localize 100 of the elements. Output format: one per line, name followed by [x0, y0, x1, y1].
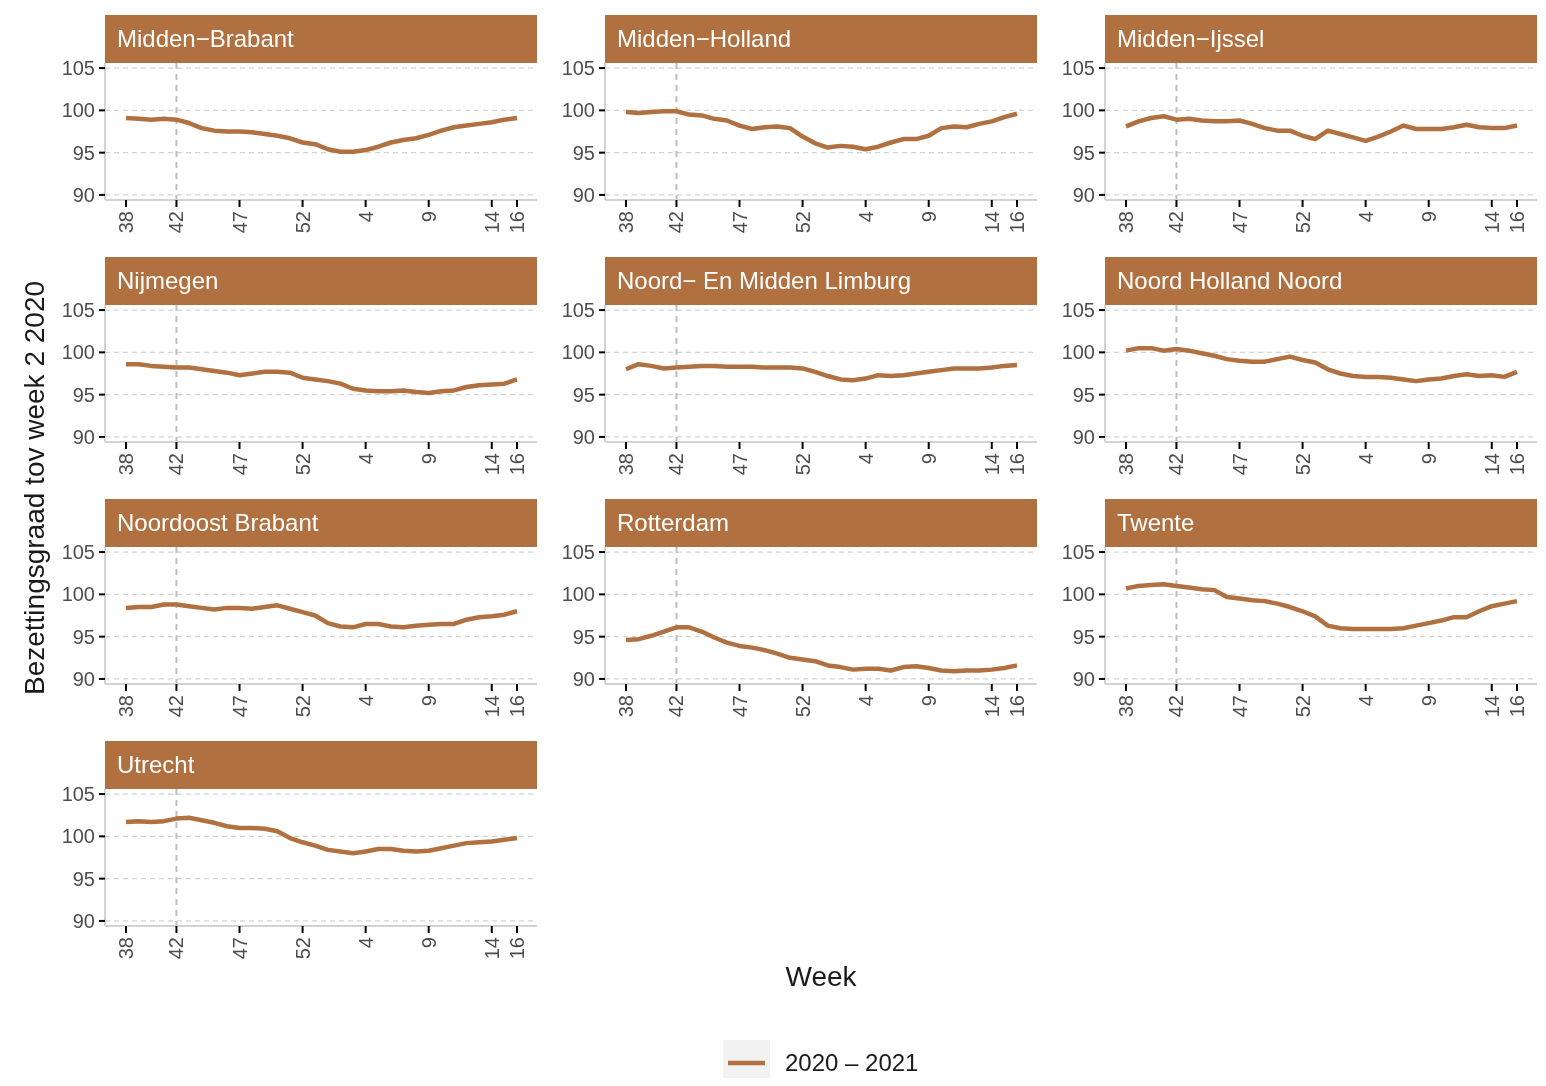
x-tick-label: 47 [228, 695, 251, 718]
x-tick-label: 38 [615, 453, 637, 476]
x-tick-label: 52 [791, 453, 814, 476]
y-tick-label: 95 [572, 141, 595, 164]
x-tick-label: 52 [1291, 453, 1314, 476]
chart-title: Noord Holland Noord [1117, 267, 1343, 294]
x-tick-label: 9 [417, 937, 440, 949]
y-tick-label: 90 [72, 183, 95, 206]
x-tick-label: 4 [354, 211, 377, 223]
y-tick-label: 90 [572, 667, 595, 690]
x-tick-label: 4 [854, 453, 877, 465]
x-tick-label: 42 [1165, 453, 1188, 476]
x-tick-label: 52 [791, 695, 814, 718]
y-tick-label: 100 [1061, 99, 1095, 122]
x-tick-label: 14 [980, 453, 1003, 476]
x-tick-label: 42 [165, 211, 188, 234]
x-tick-label: 47 [228, 211, 251, 234]
y-tick-label: 105 [1061, 299, 1095, 322]
x-tick-label: 16 [1006, 211, 1028, 234]
x-tick-label: 9 [1417, 695, 1440, 707]
x-tick-label: 16 [1506, 453, 1528, 476]
x-tick-label: 14 [980, 211, 1003, 234]
x-tick-label: 14 [480, 937, 503, 960]
x-tick-label: 14 [980, 695, 1003, 718]
x-tick-label: 9 [417, 211, 440, 223]
x-tick-label: 38 [1115, 211, 1137, 234]
x-tick-label: 38 [615, 695, 637, 718]
y-tick-label: 90 [1072, 183, 1095, 206]
x-tick-label: 52 [291, 695, 314, 718]
x-tick-label: 47 [1228, 453, 1251, 476]
chart-title: Noord− En Midden Limburg [617, 267, 912, 294]
x-tick-label: 47 [228, 937, 251, 960]
x-tick-label: 9 [1417, 453, 1440, 465]
x-tick-label: 4 [1354, 211, 1377, 223]
x-tick-label: 4 [854, 695, 877, 707]
x-tick-label: 16 [1506, 695, 1528, 718]
x-tick-label: 42 [165, 695, 188, 718]
y-tick-label: 95 [72, 867, 95, 890]
x-tick-label: 38 [115, 211, 137, 234]
x-tick-label: 9 [917, 211, 940, 223]
line-series [123, 115, 520, 155]
x-tick-label: 42 [1165, 211, 1188, 234]
line-series [623, 625, 1020, 674]
x-tick-label: 47 [228, 453, 251, 476]
y-tick-label: 95 [1072, 625, 1095, 648]
x-tick-label: 14 [480, 453, 503, 476]
y-tick-label: 100 [61, 583, 95, 606]
x-tick-label: 9 [417, 453, 440, 465]
y-tick-label: 95 [1072, 141, 1095, 164]
y-tick-label: 105 [561, 299, 595, 322]
line-series [123, 815, 520, 856]
x-tick-label: 38 [1115, 453, 1137, 476]
y-tick-label: 95 [72, 625, 95, 648]
y-tick-label: 100 [561, 99, 595, 122]
x-tick-label: 16 [1006, 695, 1028, 718]
y-tick-label: 105 [561, 57, 595, 80]
y-tick-label: 100 [61, 825, 95, 848]
chart-title: Midden−Ijssel [1117, 25, 1265, 52]
x-tick-label: 38 [115, 937, 137, 960]
x-tick-label: 9 [917, 695, 940, 707]
x-tick-label: 4 [854, 211, 877, 223]
y-tick-label: 95 [72, 141, 95, 164]
x-tick-label: 16 [506, 937, 528, 960]
y-tick-label: 105 [61, 299, 95, 322]
y-tick-label: 90 [1072, 667, 1095, 690]
x-tick-label: 14 [480, 211, 503, 234]
x-tick-label: 47 [728, 695, 751, 718]
y-tick-label: 90 [72, 909, 95, 932]
y-axis-title: Bezettingsgraad tov week 2 2020 [19, 280, 50, 696]
x-tick-label: 42 [665, 695, 688, 718]
line-series [123, 602, 520, 630]
x-tick-label: 14 [1480, 211, 1503, 234]
y-tick-label: 100 [1061, 583, 1095, 606]
x-tick-label: 47 [728, 453, 751, 476]
chart-title: Midden−Holland [617, 25, 792, 52]
x-tick-label: 16 [506, 453, 528, 476]
x-tick-label: 52 [291, 453, 314, 476]
chart-title: Twente [1117, 509, 1195, 536]
x-tick-label: 42 [1165, 695, 1188, 718]
x-tick-label: 47 [728, 211, 751, 234]
legend-label: 2020 – 2021 [785, 1049, 919, 1077]
x-tick-label: 42 [165, 937, 188, 960]
y-tick-label: 100 [561, 583, 595, 606]
y-tick-label: 100 [1061, 341, 1095, 364]
x-tick-label: 4 [1354, 453, 1377, 465]
x-tick-label: 38 [1115, 695, 1137, 718]
y-tick-label: 100 [61, 99, 95, 122]
x-tick-label: 52 [291, 211, 314, 234]
line-series [1123, 581, 1520, 632]
x-tick-label: 16 [1006, 453, 1028, 476]
x-tick-label: 14 [1480, 695, 1503, 718]
x-tick-label: 52 [1291, 211, 1314, 234]
line-series [1123, 114, 1520, 144]
y-tick-label: 90 [1072, 425, 1095, 448]
x-tick-label: 4 [1354, 695, 1377, 707]
x-tick-label: 38 [115, 695, 137, 718]
x-tick-label: 4 [354, 695, 377, 707]
x-tick-label: 14 [1480, 453, 1503, 476]
x-tick-label: 52 [791, 211, 814, 234]
chart-title: Utrecht [117, 751, 195, 778]
